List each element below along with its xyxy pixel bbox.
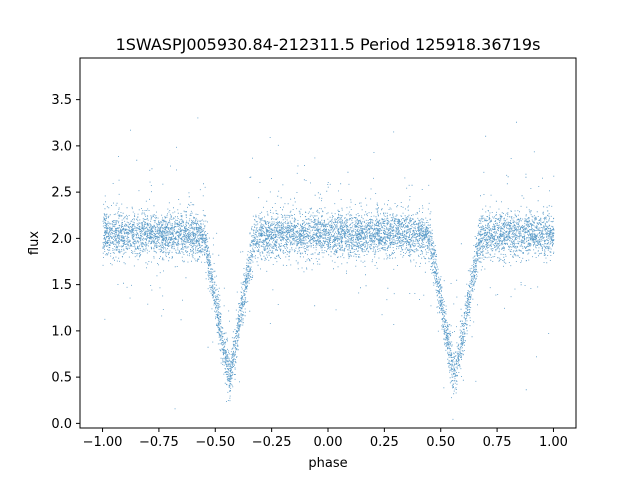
y-tick-label: 3.0 <box>51 139 72 154</box>
x-tick-label: 0.25 <box>370 435 399 450</box>
x-tick-label: 1.00 <box>539 435 568 450</box>
x-tick-label: −1.00 <box>83 435 123 450</box>
y-axis: 0.0 0.5 1.0 1.5 2.0 2.5 3.0 3.5 <box>51 93 80 432</box>
x-tick-label: 0.75 <box>483 435 512 450</box>
x-axis-label: phase <box>308 456 347 471</box>
y-tick-label: 3.5 <box>51 93 72 108</box>
x-axis: −1.00 −0.75 −0.50 −0.25 0.00 0.25 0.50 0.75 1.00 <box>83 428 568 450</box>
y-tick-label: 0.5 <box>51 371 72 386</box>
y-axis-label: flux <box>27 231 42 255</box>
y-tick-label: 2.5 <box>51 186 72 201</box>
scatter-points <box>102 117 555 420</box>
y-tick-label: 1.5 <box>51 278 72 293</box>
y-tick-label: 0.0 <box>51 417 72 432</box>
data-point-cloud <box>102 117 555 420</box>
x-tick-label: −0.50 <box>195 435 235 450</box>
x-tick-label: 0.50 <box>426 435 455 450</box>
chart-title: 1SWASPJ005930.84-212311.5 Period 125918.… <box>116 35 541 54</box>
x-tick-label: −0.75 <box>139 435 179 450</box>
y-tick-label: 2.0 <box>51 232 72 247</box>
y-tick-label: 1.0 <box>51 324 72 339</box>
x-tick-label: −0.25 <box>252 435 292 450</box>
x-tick-label: 0.00 <box>314 435 343 450</box>
